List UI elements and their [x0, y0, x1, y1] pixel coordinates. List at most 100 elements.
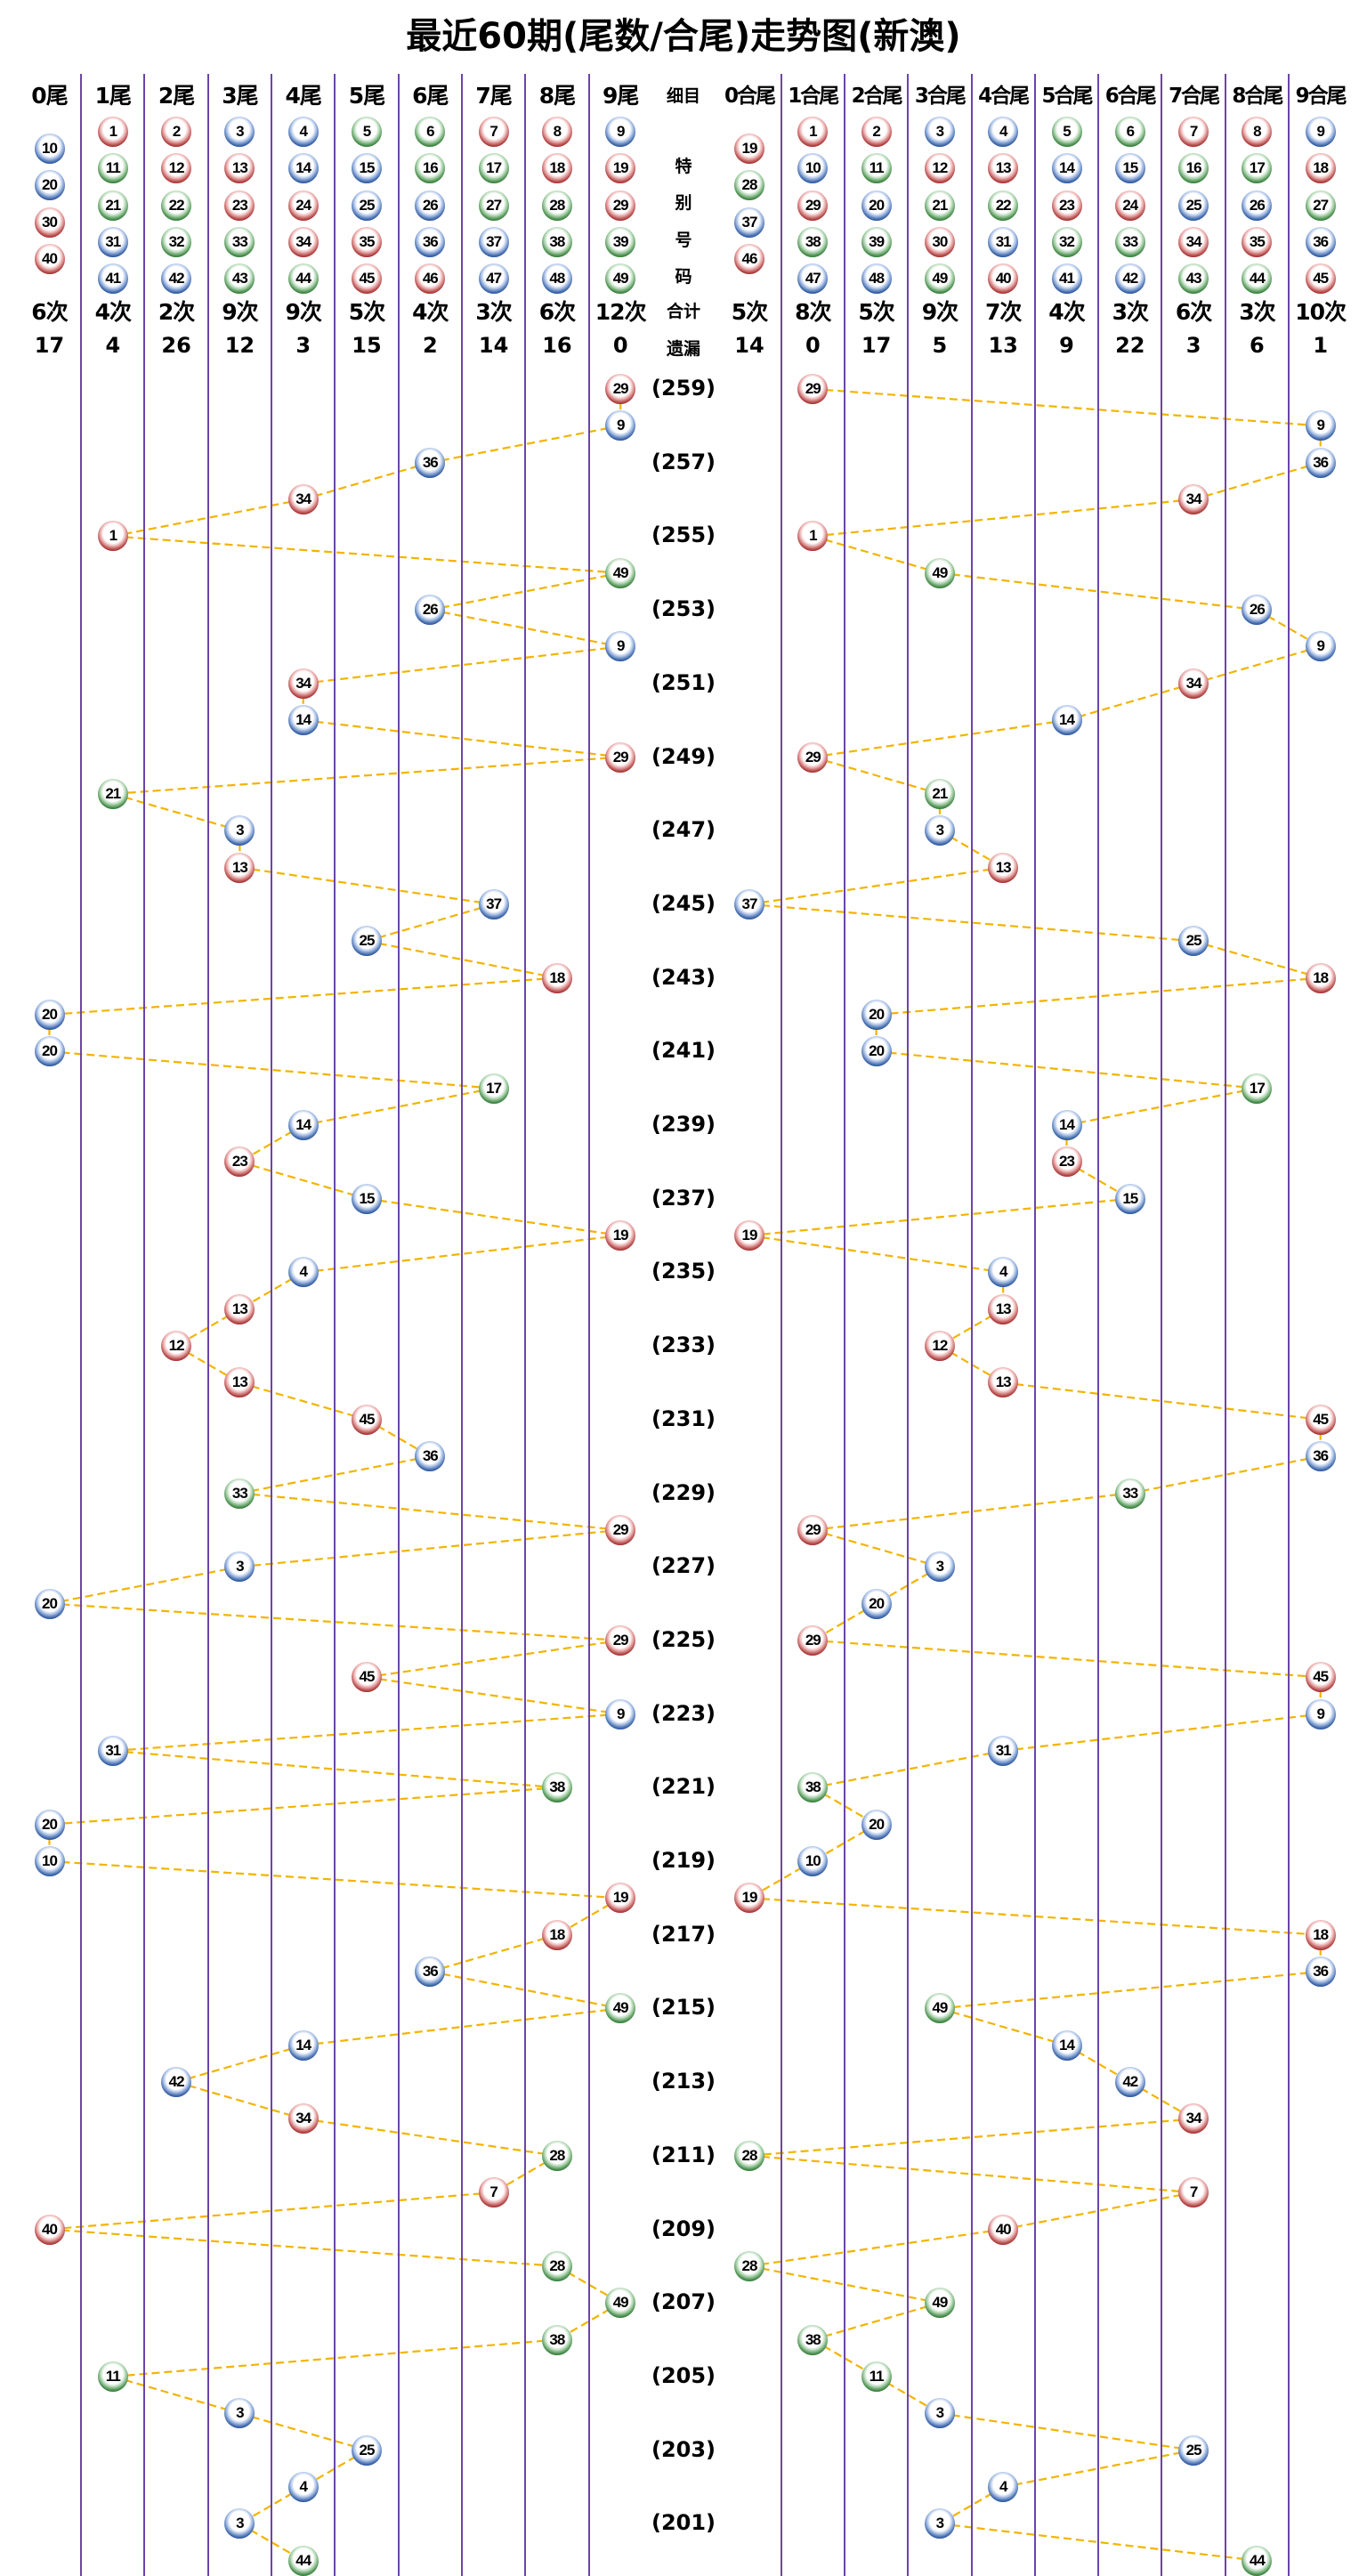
- legend-ball: 28: [734, 170, 764, 201]
- period-label: (225): [651, 1626, 716, 1652]
- legend-ball: 34: [287, 226, 319, 257]
- tail-ball: 13: [224, 852, 255, 883]
- trend-link: [876, 1050, 1258, 1090]
- sum-tail-ball: 42: [1114, 2067, 1145, 2098]
- sum-tail-ball: 18: [1305, 1919, 1336, 1950]
- trend-link: [813, 387, 1321, 427]
- legend-ball: 17: [478, 153, 509, 184]
- sum-tail-count-5: 4次: [1048, 299, 1085, 325]
- sum-tail-ball: 36: [1305, 1441, 1336, 1472]
- sum-tail-ball: 9: [1305, 631, 1336, 662]
- sum-tail-ball: 4: [988, 1257, 1019, 1288]
- sum-tail-ball: 11: [861, 2361, 892, 2392]
- legend-ball: 12: [161, 153, 192, 184]
- legend-ball: 35: [1242, 226, 1273, 257]
- tail-header-0: 0尾: [31, 83, 68, 109]
- legend-ball: 44: [1242, 263, 1273, 295]
- tail-ball: 42: [161, 2067, 192, 2098]
- sum-tail-ball: 20: [861, 1036, 892, 1067]
- trend-link: [239, 1492, 621, 1531]
- trend-link: [1003, 1381, 1321, 1421]
- sum-tail-ball: 1: [797, 521, 829, 552]
- period-label: (205): [651, 2362, 716, 2388]
- legend-ball: 14: [287, 153, 319, 184]
- column-divider: [143, 74, 146, 2576]
- tail-ball: 29: [605, 374, 636, 404]
- tail-missing-7: 14: [478, 333, 509, 358]
- trend-link: [303, 1234, 621, 1274]
- legend-ball: 44: [287, 263, 319, 295]
- sum-tail-ball: 14: [1051, 705, 1082, 736]
- period-label: (229): [651, 1479, 716, 1505]
- period-label: (237): [651, 1185, 716, 1211]
- missing-label: 遗漏: [666, 339, 700, 359]
- sum-tail-count-2: 5次: [858, 299, 894, 325]
- trend-link: [303, 719, 621, 758]
- tail-header-8: 8尾: [538, 83, 576, 109]
- period-label: (213): [651, 2069, 716, 2094]
- period-label: (223): [651, 1700, 716, 1726]
- tail-ball: 34: [287, 484, 319, 515]
- period-label: (219): [651, 1848, 716, 1873]
- tail-ball: 40: [34, 2214, 65, 2245]
- sum-tail-missing-2: 17: [861, 333, 892, 358]
- tail-ball: 20: [34, 1588, 65, 1619]
- column-divider: [397, 74, 400, 2576]
- sum-tail-ball: 7: [1178, 2177, 1209, 2208]
- legend-ball: 5: [352, 117, 382, 147]
- legend-ball: 42: [161, 263, 192, 295]
- legend-ball: 24: [1114, 190, 1145, 221]
- sum-tail-ball: 28: [734, 2140, 764, 2171]
- tail-count-7: 3次: [475, 299, 512, 325]
- sum-tail-header-8: 8合尾: [1232, 85, 1283, 108]
- trend-link: [1193, 645, 1322, 685]
- trend-link: [239, 2412, 368, 2451]
- column-divider: [524, 74, 527, 2576]
- period-label: (247): [651, 817, 716, 843]
- sum-tail-ball: 13: [988, 852, 1019, 883]
- trend-link: [939, 1970, 1321, 2010]
- trend-link: [813, 1639, 1321, 1679]
- sum-tail-ball: 13: [988, 1367, 1019, 1398]
- trend-link: [748, 866, 1004, 905]
- sum-tail-ball: 21: [924, 778, 955, 809]
- legend-ball: 7: [478, 117, 509, 147]
- legend-ball: 30: [924, 226, 955, 257]
- sum-tail-ball: 25: [1178, 926, 1209, 957]
- tail-missing-3: 12: [224, 333, 255, 358]
- trend-link: [239, 1528, 621, 1568]
- trend-link: [366, 903, 494, 943]
- tail-ball: 25: [352, 2434, 382, 2466]
- sum-tail-count-3: 9次: [921, 299, 959, 325]
- tail-ball: 20: [34, 999, 65, 1030]
- tail-ball: 18: [541, 1919, 572, 1950]
- sum-tail-count-8: 3次: [1239, 299, 1275, 325]
- tail-ball: 21: [97, 778, 128, 809]
- sum-tail-ball: 9: [1305, 410, 1336, 441]
- tail-ball: 38: [541, 1772, 572, 1803]
- column-divider: [80, 74, 83, 2576]
- legend-ball: 13: [224, 153, 255, 184]
- period-label: (255): [651, 522, 716, 548]
- legend-ball: 48: [861, 263, 892, 295]
- legend-ball: 2: [861, 117, 892, 147]
- legend-ball: 21: [97, 190, 128, 221]
- trend-link: [112, 792, 240, 832]
- column-divider: [271, 74, 273, 2576]
- special-number-label: 码: [675, 266, 692, 287]
- legend-ball: 39: [605, 226, 636, 257]
- tail-ball: 28: [541, 2250, 572, 2281]
- tail-ball: 1: [97, 521, 128, 552]
- tail-ball: 28: [541, 2140, 572, 2171]
- sum-tail-ball: 38: [797, 1772, 829, 1803]
- legend-ball: 27: [478, 190, 509, 221]
- sum-tail-ball: 20: [861, 1588, 892, 1619]
- total-label: 合计: [666, 302, 700, 321]
- tail-missing-5: 15: [352, 333, 382, 358]
- period-label: (233): [651, 1333, 716, 1358]
- tail-ball: 23: [224, 1146, 255, 1178]
- legend-ball: 39: [861, 226, 892, 257]
- legend-ball: 33: [1114, 226, 1145, 257]
- trend-link: [812, 535, 941, 574]
